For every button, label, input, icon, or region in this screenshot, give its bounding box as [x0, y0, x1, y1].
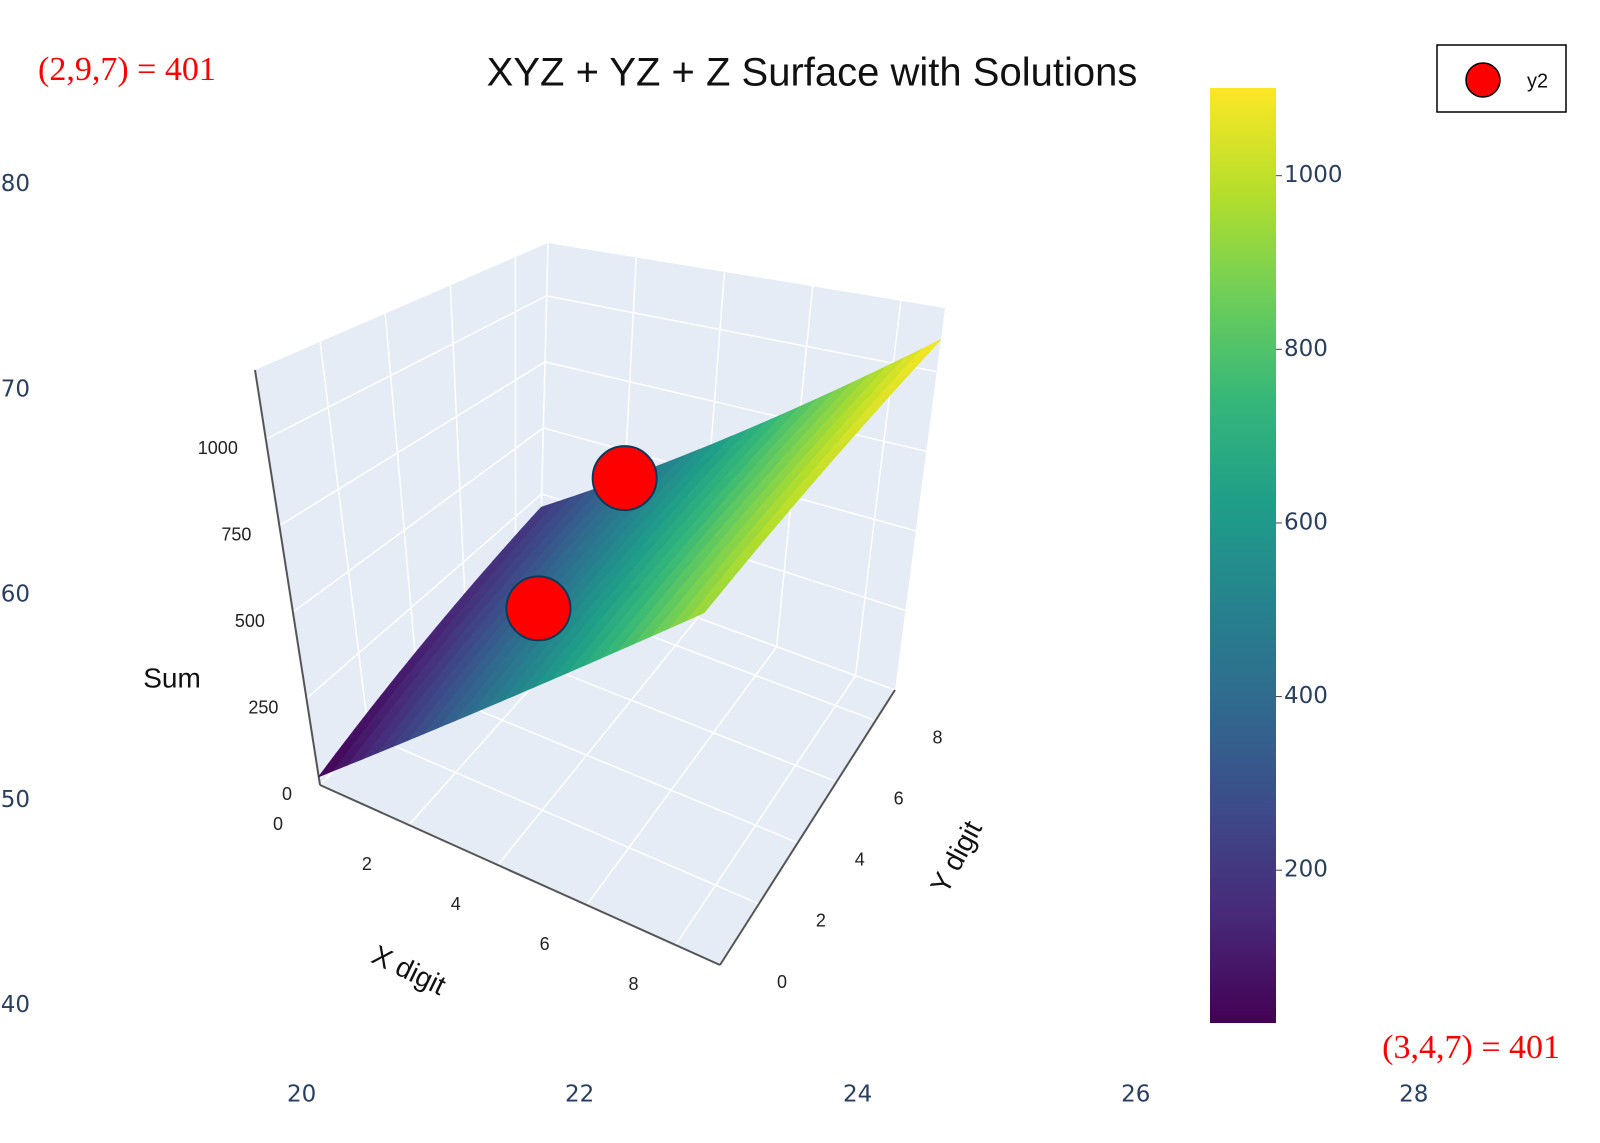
colorbar — [1210, 88, 1276, 1023]
y-tick-label: 70 — [1, 376, 30, 402]
y-axis-title: Y digit — [924, 815, 988, 898]
y-tick-label: 40 — [1, 992, 30, 1018]
grid-line — [544, 361, 927, 452]
colorbar-tick-label: 1000 — [1284, 162, 1343, 188]
solution-point — [505, 575, 572, 642]
grid-line — [305, 493, 543, 700]
x-tick-label: 4 — [451, 894, 461, 914]
y-tick-label: 50 — [1, 787, 30, 813]
z-tick-label: 750 — [221, 524, 251, 544]
y-tick-label: 8 — [933, 727, 943, 747]
axis-line — [719, 689, 896, 966]
back-wall — [255, 243, 548, 785]
grid-line — [278, 361, 546, 527]
x-tick-label: 0 — [273, 814, 283, 834]
x-tick-label: 22 — [565, 1082, 594, 1108]
x-tick-label: 8 — [629, 974, 639, 994]
z-tick-label: 500 — [235, 611, 265, 631]
x-tick-label: 26 — [1121, 1082, 1150, 1108]
grid-line — [319, 341, 370, 736]
annotation: (3,4,7) = 401 — [1382, 1029, 1560, 1066]
z-axis-title: Sum — [143, 662, 201, 693]
z-tick-label: 250 — [248, 697, 278, 717]
grid-line — [417, 684, 799, 844]
y-tick-label: 6 — [894, 788, 904, 808]
x-tick-label: 2 — [362, 854, 372, 874]
grid-line — [292, 427, 544, 613]
colorbar-tick-label: 800 — [1284, 336, 1328, 362]
z-tick-label: 1000 — [198, 438, 238, 458]
legend-label[interactable]: y2 — [1527, 70, 1548, 92]
axis-line — [319, 784, 721, 966]
y-tick-label: 4 — [855, 850, 865, 870]
grid-line — [586, 646, 778, 906]
axis-line — [254, 369, 321, 786]
x-axis-title: X digit — [367, 939, 451, 1001]
grid-line — [368, 734, 760, 905]
legend-marker — [1465, 62, 1501, 98]
x-tick-label: 24 — [843, 1082, 872, 1108]
y-tick-label: 2 — [816, 911, 826, 931]
solution-point — [591, 445, 658, 512]
z-tick-label: 0 — [282, 784, 292, 804]
y-tick-label: 0 — [777, 972, 787, 992]
legend-box — [1436, 44, 1567, 113]
colorbar-tick-label: 400 — [1284, 683, 1328, 709]
annotation: (2,9,7) = 401 — [38, 51, 216, 88]
grid-line — [674, 675, 857, 946]
x-tick-label: 6 — [540, 934, 550, 954]
y-tick-label: 60 — [1, 582, 30, 608]
chart-title: XYZ + YZ + Z Surface with Solutions — [487, 51, 1138, 95]
x-tick-label: 28 — [1399, 1082, 1428, 1108]
colorbar-tick-label: 200 — [1284, 857, 1328, 883]
grid-line — [265, 295, 548, 440]
grid-line — [384, 313, 419, 686]
grid-line — [449, 285, 468, 636]
grid-line — [546, 295, 937, 373]
grid-line — [497, 617, 699, 866]
colorbar-tick-label: 600 — [1284, 509, 1328, 535]
x-tick-label: 20 — [287, 1082, 316, 1108]
y-tick-label: 80 — [1, 171, 30, 197]
